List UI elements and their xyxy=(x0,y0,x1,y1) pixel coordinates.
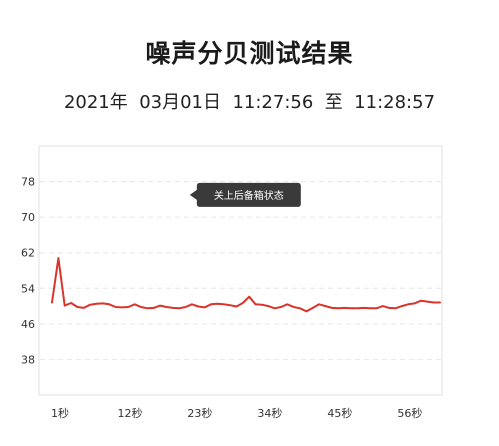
y-tick-label: 78 xyxy=(21,176,35,189)
page-title: 噪声分贝测试结果 xyxy=(145,39,354,68)
y-tick-label: 54 xyxy=(21,282,35,295)
y-axis-ticks: 38 46 54 62 70 78 xyxy=(21,176,35,367)
x-tick-label: 34秒 xyxy=(257,406,282,420)
x-tick-label: 1秒 xyxy=(51,406,69,420)
y-tick-label: 38 xyxy=(21,353,35,366)
series-line xyxy=(51,257,441,313)
y-tick-label: 46 xyxy=(21,318,35,331)
annotation-tooltip: 关上后备箱状态 xyxy=(189,182,301,207)
time-range: 2021年 03月01日 11:27:56 至 11:28:57 xyxy=(63,92,436,113)
y-tick-label: 62 xyxy=(21,247,35,260)
tooltip-bubble xyxy=(189,182,301,207)
x-tick-label: 45秒 xyxy=(327,406,352,420)
plot-frame xyxy=(38,145,443,396)
x-axis-ticks: 1秒 12秒 23秒 34秒 45秒 56秒 xyxy=(51,406,422,420)
x-tick-label: 23秒 xyxy=(187,406,212,420)
grid-lines xyxy=(40,181,441,360)
x-tick-label: 12秒 xyxy=(117,406,142,420)
tooltip-text: 关上后备箱状态 xyxy=(214,189,284,202)
y-tick-label: 70 xyxy=(21,211,35,224)
x-tick-label: 56秒 xyxy=(397,406,422,420)
